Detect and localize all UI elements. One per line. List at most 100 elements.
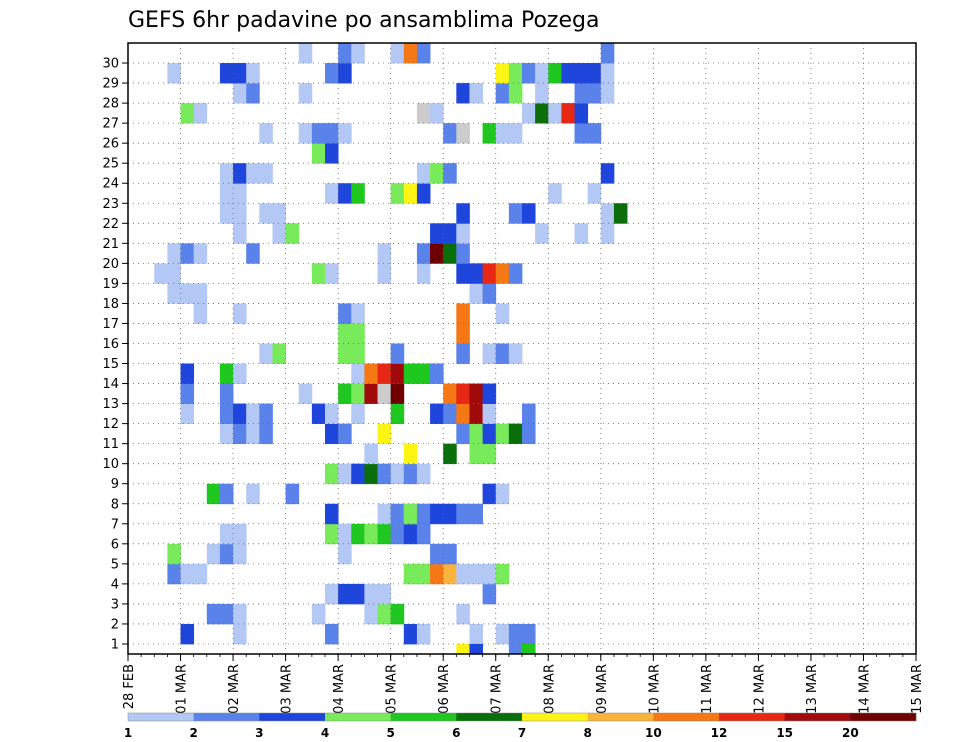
heatmap-cell: [456, 323, 470, 344]
heatmap-cell: [233, 83, 247, 104]
heatmap-cell: [167, 263, 181, 284]
heatmap-cell: [416, 363, 431, 384]
heatmap-cell: [233, 303, 247, 324]
heatmap-cell: [508, 423, 523, 445]
heatmap-cell: [443, 243, 457, 264]
heatmap-cell: [338, 43, 352, 64]
y-tick-label: 5: [111, 557, 119, 572]
heatmap-cell: [456, 603, 470, 625]
y-tick-label: 3: [111, 597, 119, 612]
heatmap-cell: [180, 563, 195, 585]
heatmap-cell: [325, 523, 339, 545]
heatmap-cell: [456, 243, 470, 264]
heatmap-cell: [325, 503, 339, 525]
heatmap-cell: [154, 263, 168, 284]
heatmap-cell: [456, 383, 470, 404]
heatmap-cell: [416, 183, 431, 204]
heatmap-cell: [259, 163, 273, 184]
heatmap-cell: [574, 123, 589, 144]
x-tick-label: 12 MAR: [752, 664, 767, 714]
heatmap-cell: [311, 603, 326, 625]
heatmap-cell: [377, 423, 392, 445]
heatmap-cell: [403, 623, 418, 645]
heatmap-cell: [233, 623, 247, 645]
heatmap-cell: [219, 403, 234, 425]
heatmap-cell: [167, 283, 181, 304]
heatmap-cell: [219, 363, 234, 384]
heatmap-cell: [338, 323, 352, 344]
y-tick-label: 14: [102, 377, 119, 392]
heatmap-cell: [311, 263, 326, 284]
heatmap-cell: [443, 123, 457, 144]
x-tick-label: 07 MAR: [490, 664, 505, 714]
heatmap-cell: [522, 423, 536, 445]
y-tick-label: 11: [102, 437, 119, 452]
heatmap-cell: [535, 103, 549, 124]
heatmap-cell: [390, 343, 405, 364]
colorbar-tick-label: 6: [452, 726, 460, 740]
colorbar-tick-label: 4: [321, 726, 329, 740]
heatmap-cell: [600, 223, 615, 244]
heatmap-cell: [390, 383, 405, 404]
heatmap-cell: [325, 63, 339, 84]
heatmap-cell: [587, 123, 602, 144]
colorbar-swatch: [128, 713, 194, 721]
heatmap-cell: [351, 523, 365, 545]
heatmap-cell: [364, 383, 378, 404]
heatmap-cell: [351, 363, 365, 384]
heatmap-cell: [600, 163, 615, 184]
heatmap-cell: [193, 103, 208, 124]
heatmap-cell: [574, 103, 589, 124]
y-tick-label: 4: [111, 577, 119, 592]
heatmap-cell: [272, 203, 286, 224]
heatmap-cell: [364, 443, 378, 465]
x-tick-label: 08 MAR: [542, 664, 557, 714]
x-tick-label: 05 MAR: [385, 664, 400, 714]
heatmap-cell: [377, 503, 392, 525]
heatmap-cell: [548, 183, 562, 204]
y-tick-label: 24: [102, 177, 119, 192]
heatmap-cell: [390, 403, 405, 425]
heatmap-cell: [508, 203, 523, 224]
heatmap-cell: [430, 223, 444, 244]
y-tick-label: 25: [102, 157, 119, 172]
heatmap-cell: [377, 383, 392, 404]
heatmap-cell: [351, 323, 365, 344]
heatmap-cell: [495, 623, 510, 645]
heatmap-cell: [377, 583, 392, 605]
heatmap-cell: [272, 343, 286, 364]
heatmap-cell: [495, 263, 510, 284]
colorbar-swatch: [719, 713, 785, 721]
heatmap-cell: [548, 63, 562, 84]
heatmap-cell: [167, 563, 181, 585]
heatmap-cell: [600, 63, 615, 84]
heatmap-cell: [246, 63, 260, 84]
heatmap-cell: [325, 623, 339, 645]
heatmap-cell: [430, 503, 444, 525]
heatmap-cell: [233, 603, 247, 625]
heatmap-cell: [416, 263, 431, 284]
colorbar-swatch: [850, 713, 917, 721]
y-tick-label: 16: [102, 337, 119, 352]
heatmap-cell: [456, 503, 470, 525]
y-tick-label: 9: [111, 477, 119, 492]
y-tick-label: 15: [102, 357, 119, 372]
heatmap-cell: [482, 283, 497, 304]
x-tick-label: 13 MAR: [805, 664, 820, 714]
y-tick-label: 26: [102, 137, 119, 152]
heatmap-cell: [285, 223, 300, 244]
heatmap-cell: [233, 203, 247, 224]
heatmap-cell: [456, 403, 470, 425]
heatmap-cell: [219, 523, 234, 545]
x-tick-label: 11 MAR: [700, 664, 715, 714]
heatmap-cell: [508, 123, 523, 144]
heatmap-cell: [430, 563, 444, 585]
heatmap-cell: [233, 223, 247, 244]
heatmap-cell: [403, 463, 418, 485]
heatmap-cell: [522, 63, 536, 84]
heatmap-cell: [206, 543, 221, 565]
heatmap-cell: [338, 423, 352, 445]
heatmap-cell: [180, 243, 195, 264]
heatmap-cell: [259, 203, 273, 224]
heatmap-cell: [403, 183, 418, 204]
